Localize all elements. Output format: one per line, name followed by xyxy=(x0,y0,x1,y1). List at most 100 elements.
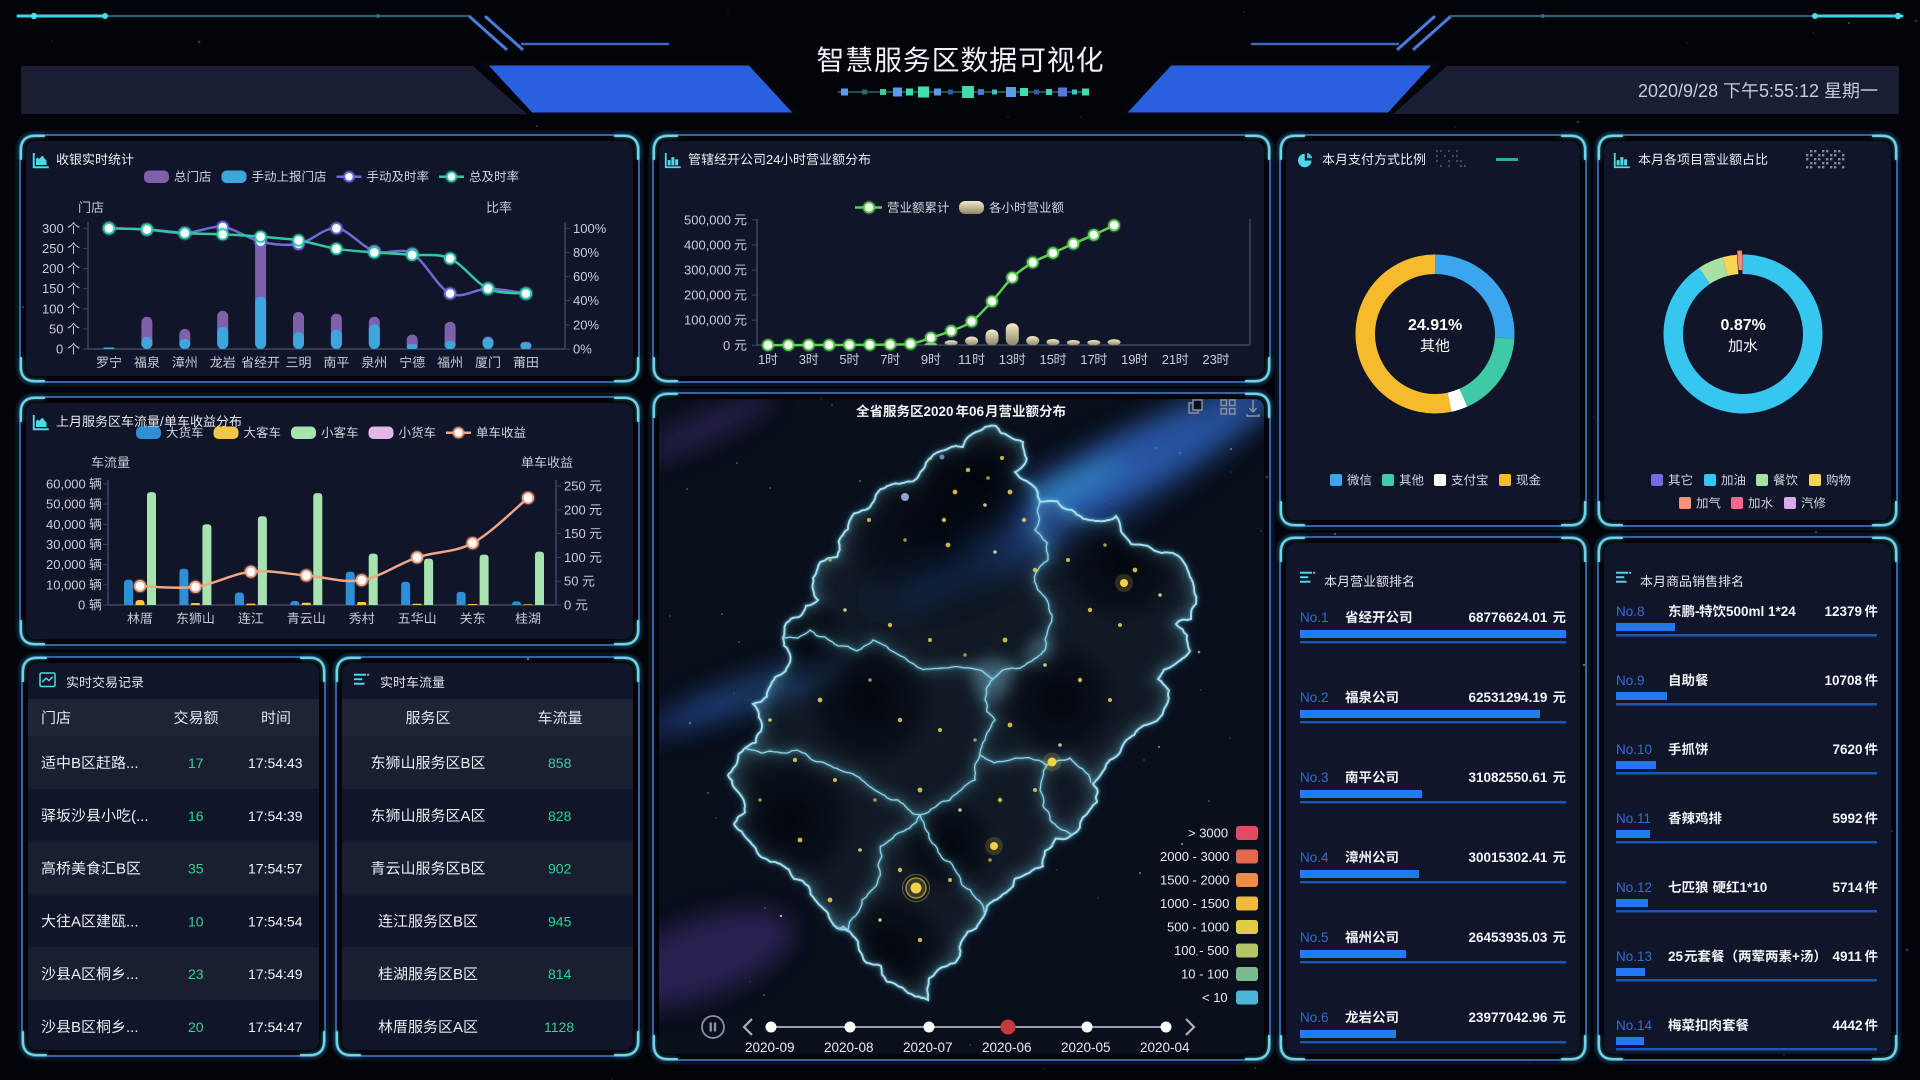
svg-text:2000 - 3000: 2000 - 3000 xyxy=(1160,849,1229,864)
svg-text:No.11: No.11 xyxy=(1616,811,1651,826)
svg-text:15: 15 xyxy=(1040,352,1054,367)
svg-text:0: 0 xyxy=(564,598,571,613)
svg-text:No.2: No.2 xyxy=(1300,690,1329,705)
svg-text:> 3000: > 3000 xyxy=(1188,826,1228,841)
svg-text:No.4: No.4 xyxy=(1300,850,1329,865)
svg-text:50: 50 xyxy=(564,574,578,589)
svg-text:40%: 40% xyxy=(573,293,599,308)
svg-text:A: A xyxy=(71,966,81,983)
svg-text:20: 20 xyxy=(188,1019,204,1035)
svg-text:A: A xyxy=(453,1019,463,1036)
svg-text:24: 24 xyxy=(766,152,780,167)
svg-text:1500 - 2000: 1500 - 2000 xyxy=(1160,873,1229,888)
svg-text:100 - 500: 100 - 500 xyxy=(1174,943,1229,958)
svg-text:< 10: < 10 xyxy=(1202,990,1228,1005)
svg-text:No.13: No.13 xyxy=(1616,949,1652,964)
svg-text:30015302.41: 30015302.41 xyxy=(1469,850,1548,865)
svg-text:1128: 1128 xyxy=(544,1019,574,1035)
svg-text:35: 35 xyxy=(188,861,204,877)
svg-text:2020-09: 2020-09 xyxy=(745,1040,795,1055)
svg-text:23977042.96: 23977042.96 xyxy=(1469,1010,1548,1025)
svg-text:2020/9/28: 2020/9/28 xyxy=(1638,81,1718,101)
svg-text:5: 5 xyxy=(839,352,846,367)
svg-text:20%: 20% xyxy=(573,317,599,332)
svg-text:13: 13 xyxy=(999,352,1013,367)
svg-text:5992: 5992 xyxy=(1833,811,1863,826)
svg-text:17: 17 xyxy=(1080,352,1094,367)
svg-text:2020-05: 2020-05 xyxy=(1061,1040,1111,1055)
svg-text:68776624.01: 68776624.01 xyxy=(1469,610,1548,625)
svg-text:2020: 2020 xyxy=(924,404,954,419)
svg-text:A: A xyxy=(461,808,471,825)
svg-text:100: 100 xyxy=(42,301,64,316)
svg-text:12379: 12379 xyxy=(1825,604,1863,619)
svg-text:5:55:12: 5:55:12 xyxy=(1759,81,1819,101)
svg-text:0.87%: 0.87% xyxy=(1721,317,1766,334)
svg-text:150: 150 xyxy=(42,281,64,296)
svg-text:17:54:47: 17:54:47 xyxy=(248,1019,303,1035)
svg-text:10 - 100: 10 - 100 xyxy=(1181,967,1229,982)
svg-text:19: 19 xyxy=(1121,352,1135,367)
svg-text:16: 16 xyxy=(188,808,204,824)
svg-text:10,000: 10,000 xyxy=(46,577,86,592)
svg-text:80%: 80% xyxy=(573,245,599,260)
svg-text:17:54:57: 17:54:57 xyxy=(248,861,303,877)
svg-text:100,000: 100,000 xyxy=(684,313,731,328)
svg-text:No.6: No.6 xyxy=(1300,1010,1329,1025)
svg-text:62531294.19: 62531294.19 xyxy=(1469,690,1548,705)
svg-text:2020-08: 2020-08 xyxy=(824,1040,874,1055)
svg-text:(...: (... xyxy=(131,808,149,825)
svg-text:150: 150 xyxy=(564,526,586,541)
svg-text:1: 1 xyxy=(758,352,765,367)
svg-text:9: 9 xyxy=(921,352,928,367)
svg-text:20,000: 20,000 xyxy=(46,557,86,572)
svg-text:26453935.03: 26453935.03 xyxy=(1469,930,1548,945)
svg-text:B: B xyxy=(453,966,463,983)
svg-text:0: 0 xyxy=(78,598,85,613)
svg-text:...: ... xyxy=(126,966,139,983)
svg-text:2020-07: 2020-07 xyxy=(903,1040,953,1055)
svg-text:23: 23 xyxy=(188,966,204,982)
svg-text:3: 3 xyxy=(799,352,806,367)
svg-text:...: ... xyxy=(126,1019,139,1036)
svg-text:500ml 1*24: 500ml 1*24 xyxy=(1726,604,1796,619)
svg-text:7: 7 xyxy=(880,352,887,367)
svg-text:60%: 60% xyxy=(573,269,599,284)
svg-text:100%: 100% xyxy=(573,221,607,236)
svg-text:...: ... xyxy=(126,755,139,772)
svg-text:B: B xyxy=(453,913,463,930)
svg-text:250: 250 xyxy=(564,479,586,494)
svg-text:31082550.61: 31082550.61 xyxy=(1469,770,1548,785)
svg-text:23: 23 xyxy=(1202,352,1216,367)
svg-text:A: A xyxy=(71,913,81,930)
svg-text:4911: 4911 xyxy=(1833,949,1863,964)
svg-text:B: B xyxy=(71,1019,81,1036)
svg-text:945: 945 xyxy=(548,913,572,929)
svg-text:50,000: 50,000 xyxy=(46,497,86,512)
svg-text:5714: 5714 xyxy=(1833,880,1864,895)
svg-text:1000 - 1500: 1000 - 1500 xyxy=(1160,896,1229,911)
svg-text:10708: 10708 xyxy=(1825,673,1863,688)
svg-text:500,000: 500,000 xyxy=(684,212,731,227)
svg-text:B: B xyxy=(461,861,471,878)
svg-text:2020-04: 2020-04 xyxy=(1140,1040,1190,1055)
svg-text:4442: 4442 xyxy=(1833,1018,1863,1033)
svg-text:+: + xyxy=(1792,949,1800,964)
svg-text:B: B xyxy=(71,755,81,772)
svg-text:828: 828 xyxy=(548,808,572,824)
svg-text:0%: 0% xyxy=(573,342,592,357)
svg-text:No.14: No.14 xyxy=(1616,1018,1653,1033)
svg-text:50: 50 xyxy=(49,321,63,336)
svg-text:2020-06: 2020-06 xyxy=(982,1040,1032,1055)
svg-text:17:54:49: 17:54:49 xyxy=(248,966,303,982)
svg-text:250: 250 xyxy=(42,241,64,256)
svg-text:/: / xyxy=(160,414,164,429)
svg-text:1*10: 1*10 xyxy=(1740,880,1768,895)
svg-text:No.9: No.9 xyxy=(1616,673,1645,688)
svg-text:17:54:39: 17:54:39 xyxy=(248,808,303,824)
svg-text:No.1: No.1 xyxy=(1300,610,1329,625)
svg-text:0: 0 xyxy=(723,338,730,353)
svg-text:...: ... xyxy=(126,913,139,930)
svg-text:0: 0 xyxy=(56,342,63,357)
svg-text:100: 100 xyxy=(564,550,586,565)
